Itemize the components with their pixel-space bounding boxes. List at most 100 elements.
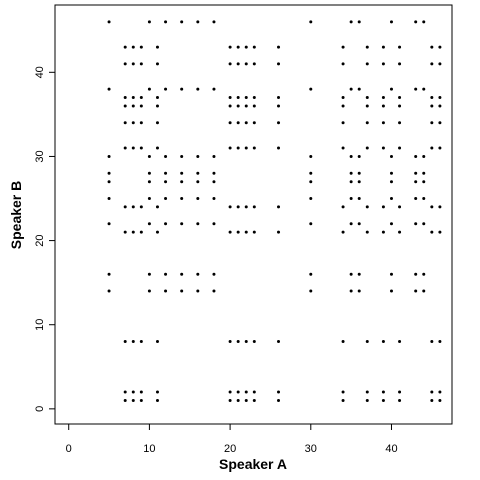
data-point [430,45,434,49]
y-tick-label: 10 [34,319,46,331]
data-point [381,205,385,209]
data-point [252,230,256,234]
data-point [155,96,159,100]
data-point [147,222,151,226]
data-point [236,390,240,394]
data-point [147,20,151,24]
x-tick-label: 40 [385,443,397,455]
data-point [131,205,135,209]
data-point [381,398,385,402]
data-point [349,222,353,226]
data-point [381,146,385,150]
data-point [228,340,232,344]
data-point [236,45,240,49]
data-point [341,104,345,108]
data-point [196,180,200,184]
data-point [212,180,216,184]
data-point [422,20,426,24]
data-point [357,154,361,158]
data-point [244,340,248,344]
data-point [438,340,442,344]
data-point [131,104,135,108]
data-point [180,197,184,201]
data-point [277,340,281,344]
data-point [228,104,232,108]
data-point [381,390,385,394]
data-point [341,62,345,66]
data-point [341,340,345,344]
data-point [212,222,216,226]
data-point [123,146,127,150]
data-point [389,171,393,175]
y-axis-title: Speaker B [8,181,24,249]
x-tick-label: 10 [143,443,155,455]
data-point [123,398,127,402]
data-point [277,398,281,402]
data-point [381,230,385,234]
data-point [357,272,361,276]
data-point [139,62,143,66]
data-point [349,87,353,91]
data-point [180,154,184,158]
data-point [180,222,184,226]
data-point [212,87,216,91]
data-point [438,230,442,234]
data-point [164,180,168,184]
data-point [438,104,442,108]
data-point [252,62,256,66]
data-point [438,390,442,394]
data-point [107,197,111,201]
data-point [277,96,281,100]
data-point [196,272,200,276]
data-point [277,230,281,234]
data-point [398,45,402,49]
data-point [212,20,216,24]
data-point [422,180,426,184]
data-point [139,96,143,100]
data-point [139,146,143,150]
data-point [212,197,216,201]
data-point [155,340,159,344]
data-point [309,272,313,276]
data-point [155,398,159,402]
plot-frame [54,4,453,425]
data-point [277,205,281,209]
data-point [422,197,426,201]
data-point [123,62,127,66]
data-point [365,104,369,108]
data-point [228,398,232,402]
data-point [309,289,313,293]
data-point [107,272,111,276]
data-point [414,87,418,91]
data-point [123,390,127,394]
data-point [365,62,369,66]
data-point [155,390,159,394]
data-point [123,205,127,209]
data-point [422,154,426,158]
data-point [139,340,143,344]
data-point [252,104,256,108]
data-point [196,171,200,175]
data-point [155,230,159,234]
data-point [107,20,111,24]
data-point [180,20,184,24]
data-point [309,222,313,226]
data-point [389,154,393,158]
data-point [357,289,361,293]
data-point [430,340,434,344]
data-point [244,96,248,100]
x-tick-label: 20 [224,443,236,455]
data-point [277,121,281,125]
data-point [228,146,232,150]
data-point [131,230,135,234]
data-point [389,20,393,24]
data-point [123,104,127,108]
data-point [438,62,442,66]
data-point [236,205,240,209]
data-point [212,171,216,175]
data-point [131,146,135,150]
data-point [349,171,353,175]
data-point [228,96,232,100]
data-point [430,205,434,209]
data-point [414,197,418,201]
